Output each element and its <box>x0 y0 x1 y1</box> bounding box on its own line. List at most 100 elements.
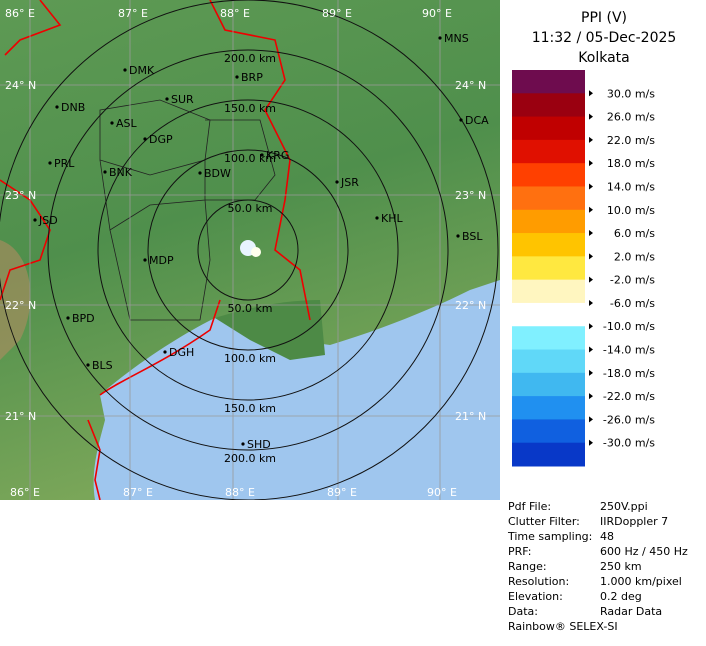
city-dot <box>33 218 37 222</box>
city-dot <box>235 75 239 79</box>
city-label: SHD <box>247 438 271 451</box>
scale-label: -14.0 m/s <box>603 344 655 357</box>
info-key: Pdf File: <box>508 500 551 513</box>
range-label: 150.0 km <box>224 102 276 115</box>
info-key: Data: <box>508 605 538 618</box>
city-dot <box>163 350 167 354</box>
lat-label: 23° N <box>5 189 36 202</box>
scale-tick <box>589 299 593 306</box>
scale-tick <box>589 183 593 190</box>
info-key: Range: <box>508 560 547 573</box>
lat-label: 24° N <box>455 79 486 92</box>
info-key: Time sampling: <box>507 530 592 543</box>
highland <box>0 240 31 360</box>
range-label: 100.0 km <box>224 352 276 365</box>
color-swatch <box>512 256 585 281</box>
scale-label: -18.0 m/s <box>603 367 655 380</box>
info-value: 600 Hz / 450 Hz <box>600 545 688 558</box>
scale-label: -2.0 m/s <box>610 274 655 287</box>
lon-label: 89° E <box>327 486 357 499</box>
scale-label: 18.0 m/s <box>607 157 655 170</box>
city-dot <box>103 170 107 174</box>
legend-title: PPI (V) <box>581 10 627 26</box>
info-key: Clutter Filter: <box>508 515 580 528</box>
scale-label: -22.0 m/s <box>603 390 655 403</box>
footer: Rainbow® SELEX-SI <box>508 620 618 633</box>
info-value: 250V.ppi <box>600 500 648 513</box>
info-key: Resolution: <box>508 575 569 588</box>
scale-label: 22.0 m/s <box>607 134 655 147</box>
lon-label: 88° E <box>225 486 255 499</box>
scale-tick <box>589 323 593 330</box>
city-dot <box>456 234 460 238</box>
color-swatch <box>512 186 585 211</box>
scale-tick <box>589 113 593 120</box>
city-dot <box>438 36 442 40</box>
lat-label: 21° N <box>5 410 36 423</box>
range-label: 200.0 km <box>224 52 276 65</box>
scale-tick <box>589 393 593 400</box>
city-dot <box>123 68 127 72</box>
color-swatch <box>512 163 585 187</box>
color-swatch <box>512 396 585 420</box>
legend-time: 11:32 / 05-Dec-2025 <box>532 30 677 46</box>
scale-tick <box>589 90 593 97</box>
city-label: PRL <box>54 157 75 170</box>
info-value: 48 <box>600 530 614 543</box>
color-swatch <box>512 233 585 257</box>
city-label: DCA <box>465 114 489 127</box>
lat-label: 24° N <box>5 79 36 92</box>
city-label: MDP <box>149 254 174 267</box>
city-label: SUR <box>171 93 194 106</box>
city-label: JSD <box>38 214 58 227</box>
delta <box>215 300 325 360</box>
city-label: ASL <box>116 117 138 130</box>
city-dot <box>260 153 264 157</box>
info-key: PRF: <box>508 545 531 558</box>
info-value: Radar Data <box>600 605 662 618</box>
lat-label: 23° N <box>455 189 486 202</box>
color-swatch <box>512 116 585 141</box>
city-label: DGH <box>169 346 194 359</box>
city-label: BDW <box>204 167 231 180</box>
borders <box>0 0 311 501</box>
clutter <box>240 240 261 257</box>
color-swatch <box>512 419 585 444</box>
range-label: 50.0 km <box>227 202 272 215</box>
range-label: 50.0 km <box>227 302 272 315</box>
lat-label: 22° N <box>455 299 486 312</box>
lon-label: 87° E <box>118 7 148 20</box>
city-dot <box>241 442 245 446</box>
color-swatch <box>512 70 585 94</box>
scale-tick <box>589 276 593 283</box>
scale-label: 6.0 m/s <box>614 227 655 240</box>
city-label: BPD <box>72 312 95 325</box>
city-label: KHL <box>381 212 403 225</box>
city-dot <box>459 118 463 122</box>
city-label: KRG <box>266 149 289 162</box>
city-label: MNS <box>444 32 469 45</box>
scale-label: 14.0 m/s <box>607 180 655 193</box>
scale-tick <box>589 230 593 237</box>
lon-label: 90° E <box>427 486 457 499</box>
scale-tick <box>589 369 593 376</box>
scale-tick <box>589 206 593 213</box>
info-value: IIRDoppler 7 <box>600 515 668 528</box>
lat-label: 22° N <box>5 299 36 312</box>
scale-tick <box>589 160 593 167</box>
color-swatch <box>512 442 585 467</box>
city-dot <box>143 137 147 141</box>
color-swatch <box>512 93 585 118</box>
color-swatch <box>512 372 585 397</box>
city-label: DNB <box>61 101 85 114</box>
city-dot <box>375 216 379 220</box>
info-value: 1.000 km/pixel <box>600 575 682 588</box>
lon-label: 88° E <box>220 7 250 20</box>
scale-label: -26.0 m/s <box>603 413 655 426</box>
scale-tick <box>589 416 593 423</box>
info-key: Elevation: <box>508 590 563 603</box>
color-swatch <box>512 209 585 234</box>
city-dot <box>198 171 202 175</box>
city-dot <box>48 161 52 165</box>
